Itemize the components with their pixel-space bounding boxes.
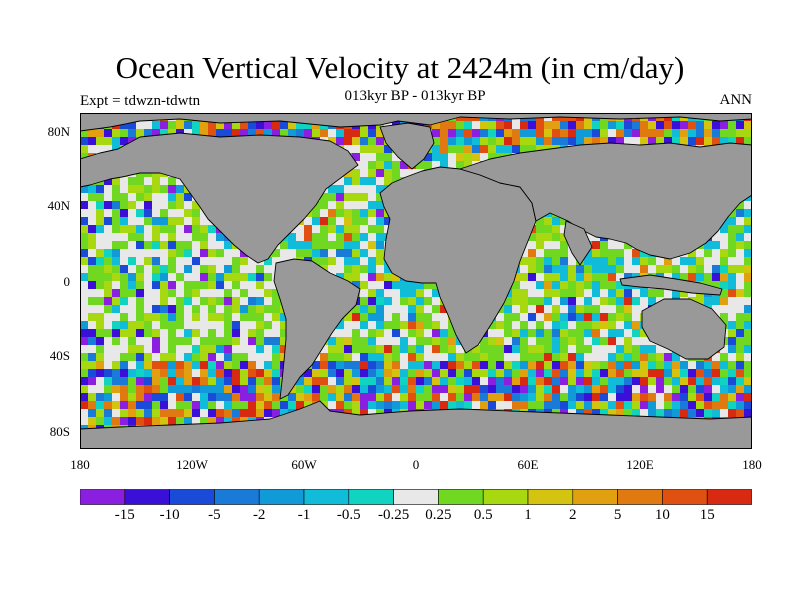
colorbar-tick-label: -1 (297, 507, 311, 523)
africa-europe (379, 166, 537, 354)
colorbar-tick-label: 0.5 (473, 507, 493, 523)
colorbar-tick-label: -10 (159, 507, 180, 523)
lat-label-40n: 40N (47, 198, 70, 213)
colorbar (80, 489, 752, 505)
colorbar-tick-label: 10 (654, 507, 670, 523)
lon-label-120w: 120W (176, 457, 208, 472)
colorbar-box (482, 489, 529, 505)
greenland (379, 122, 435, 170)
colorbar-tick-label: -0.25 (377, 507, 410, 523)
colorbar-box (438, 489, 484, 505)
season-label: ANN (719, 92, 753, 108)
lon-label-60e: 60E (517, 457, 539, 472)
colorbar-box (393, 489, 439, 505)
colorbar-tick-label: -0.5 (336, 507, 361, 523)
colorbar-tick-label: 2 (569, 507, 577, 523)
lon-label-0: 0 (412, 457, 420, 472)
lat-label-80s: 80S (49, 424, 70, 439)
colorbar-tick-label: 1 (524, 507, 532, 523)
colorbar-box (348, 489, 394, 505)
lat-label-0: 0 (63, 274, 71, 289)
colorbar-box (258, 489, 305, 505)
colorbar-tick-label: -5 (208, 507, 221, 523)
arctic-land (80, 113, 752, 132)
colorbar-box (169, 489, 215, 505)
ocean-velocity-map (80, 113, 752, 449)
lon-label-180e: 180 (742, 457, 762, 472)
colorbar-box (80, 489, 126, 505)
indonesia (619, 274, 723, 296)
plot-subtitle: 013kyr BP - 013kyr BP (344, 88, 486, 104)
north-america (80, 132, 359, 264)
colorbar-tick-label: -15 (114, 507, 135, 523)
colorbar-box (303, 489, 350, 505)
map-frame (80, 113, 752, 449)
colorbar-tick-label: 0.25 (425, 507, 452, 523)
colorbar-tick-label: 15 (699, 507, 715, 523)
colorbar-tick-label: 5 (613, 507, 622, 523)
colorbar-box (662, 489, 708, 505)
colorbar-box (214, 489, 260, 505)
plot-title: Ocean Vertical Velocity at 2424m (in cm/… (115, 50, 685, 85)
australia (641, 298, 727, 360)
colorbar-box (572, 489, 618, 505)
india (563, 220, 593, 266)
colorbar-box (706, 489, 752, 505)
colorbar-tick-label: -2 (252, 507, 266, 523)
south-america (273, 258, 361, 400)
colorbar-box (124, 489, 170, 505)
lat-label-80n: 80N (47, 124, 70, 139)
asia (459, 142, 752, 260)
land-masses (80, 113, 752, 449)
antarctica (80, 400, 752, 449)
colorbar-box (527, 489, 574, 505)
lon-label-180w: 180 (70, 457, 90, 472)
colorbar-box (617, 489, 663, 505)
lon-label-120e: 120E (626, 457, 654, 472)
lat-label-40s: 40S (49, 348, 70, 363)
experiment-label: Expt = tdwzn-tdwtn (80, 93, 201, 109)
lon-label-60w: 60W (291, 457, 317, 472)
